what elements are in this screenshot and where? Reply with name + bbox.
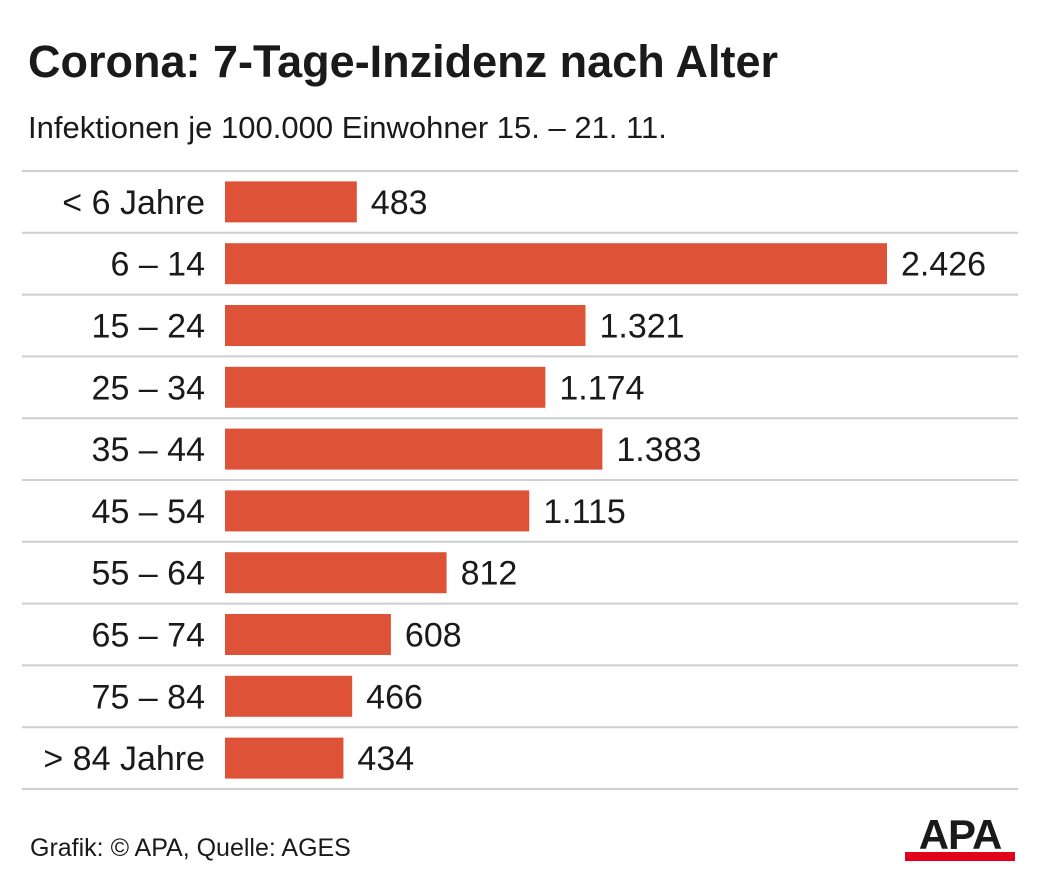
apa-logo-bar — [905, 852, 1015, 861]
apa-logo-text: APA — [919, 815, 1002, 858]
category-label: 15 – 24 — [92, 308, 205, 346]
category-label: 45 – 54 — [92, 493, 205, 531]
bar — [225, 305, 586, 346]
bar — [225, 737, 344, 779]
value-label: 1.321 — [599, 308, 684, 346]
value-label: 1.174 — [559, 369, 644, 407]
category-labels: < 6 Jahre 6 – 14 15 – 24 25 – 34 35 – 44 45 –… — [43, 184, 205, 778]
category-label: 25 – 34 — [92, 369, 205, 407]
chart-title: Corona: 7-Tage-Inzidenz nach Alter — [28, 36, 779, 87]
value-label: 1.383 — [616, 431, 701, 469]
apa-logo: APA — [905, 815, 1015, 861]
row-separators — [22, 170, 1018, 790]
category-label: 55 – 64 — [92, 555, 205, 593]
chart-subtitle: Infektionen je 100.000 Einwohner 15. – 2… — [28, 110, 667, 145]
bar — [225, 428, 603, 470]
value-labels: 483 2.426 1.321 1.174 1.383 1.115 812 608 466 434 — [357, 184, 986, 778]
bar — [225, 366, 546, 408]
value-label: 608 — [405, 617, 462, 655]
bar-chart: < 6 Jahre 6 – 14 15 – 24 25 – 34 35 – 44 45 –… — [22, 170, 1018, 790]
value-label: 434 — [357, 740, 414, 778]
bar — [225, 490, 530, 532]
source-credit: Grafik: © APA, Quelle: AGES — [30, 834, 351, 862]
category-label: 65 – 74 — [92, 617, 205, 655]
bar — [225, 181, 357, 223]
bar — [225, 614, 391, 655]
category-label: > 84 Jahre — [43, 740, 205, 778]
value-label: 466 — [366, 678, 423, 716]
value-label: 2.426 — [901, 246, 986, 284]
category-label: 35 – 44 — [92, 431, 205, 469]
category-label: 6 – 14 — [110, 246, 205, 284]
value-label: 483 — [371, 184, 428, 222]
bar — [225, 675, 353, 717]
value-label: 1.115 — [543, 493, 626, 531]
bar — [225, 243, 887, 285]
category-label: 75 – 84 — [92, 678, 205, 716]
bar — [225, 552, 447, 594]
bars — [225, 181, 887, 779]
category-label: < 6 Jahre — [62, 184, 205, 222]
value-label: 812 — [461, 555, 518, 593]
